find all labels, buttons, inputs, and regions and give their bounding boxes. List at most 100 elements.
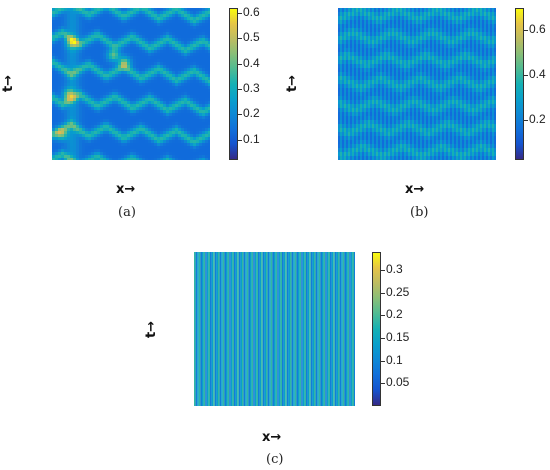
heatmap-a-cell bbox=[175, 41, 178, 44]
heatmap-a-cell bbox=[121, 92, 124, 95]
heatmap-a-cell bbox=[97, 107, 100, 110]
heatmap-a-cell bbox=[109, 110, 112, 113]
heatmap-a-cell bbox=[73, 8, 76, 11]
heatmap-b-cell bbox=[398, 56, 400, 60]
heatmap-b-cell bbox=[456, 20, 458, 24]
heatmap-a-cell bbox=[73, 146, 76, 149]
heatmap-b-cell bbox=[416, 8, 418, 12]
heatmap-a-cell bbox=[151, 35, 154, 38]
heatmap-a-cell bbox=[130, 44, 133, 47]
heatmap-a-cell bbox=[52, 149, 55, 152]
heatmap-a-cell bbox=[181, 107, 184, 110]
heatmap-b-cell bbox=[428, 120, 430, 124]
heatmap-b-cell bbox=[488, 76, 490, 80]
heatmap-a-cell bbox=[58, 128, 61, 131]
heatmap-a-cell bbox=[70, 44, 73, 47]
heatmap-a-cell bbox=[199, 20, 202, 23]
heatmap-b-cell bbox=[436, 116, 438, 120]
heatmap-a-cell bbox=[64, 41, 67, 44]
heatmap-b-cell bbox=[344, 24, 346, 28]
heatmap-b-cell bbox=[390, 12, 392, 16]
heatmap-a-cell bbox=[187, 119, 190, 122]
heatmap-a-cell bbox=[118, 74, 121, 77]
heatmap-b-cell bbox=[354, 60, 356, 64]
heatmap-a-cell bbox=[190, 158, 193, 160]
heatmap-a-cell bbox=[187, 59, 190, 62]
heatmap-a-cell bbox=[67, 140, 70, 143]
heatmap-a-cell bbox=[103, 86, 106, 89]
heatmap-b-cell bbox=[438, 8, 440, 12]
heatmap-b-cell bbox=[362, 16, 364, 20]
heatmap-b-cell bbox=[368, 104, 370, 108]
heatmap-b-cell bbox=[348, 76, 350, 80]
colorbar-a-tick-label: 0.2 bbox=[243, 106, 260, 121]
heatmap-b-cell bbox=[410, 92, 412, 96]
heatmap-a-cell bbox=[61, 32, 64, 35]
heatmap-b-cell bbox=[382, 92, 384, 96]
heatmap-b-cell bbox=[406, 72, 408, 76]
heatmap-b-cell bbox=[366, 56, 368, 60]
heatmap-b-cell bbox=[400, 20, 402, 24]
heatmap-a-cell bbox=[202, 38, 205, 41]
heatmap-b-cell bbox=[428, 56, 430, 60]
heatmap-b-cell bbox=[462, 108, 464, 112]
heatmap-b-cell bbox=[494, 36, 496, 40]
heatmap-a-cell bbox=[172, 26, 175, 29]
heatmap-a-cell bbox=[118, 71, 121, 74]
heatmap-a-cell bbox=[136, 62, 139, 65]
heatmap-a-cell bbox=[124, 86, 127, 89]
heatmap-a-cell bbox=[154, 83, 157, 86]
heatmap-a-cell bbox=[61, 62, 64, 65]
heatmap-b-cell bbox=[438, 88, 440, 92]
xlabel-a: x→ bbox=[116, 182, 136, 197]
heatmap-a-cell bbox=[148, 38, 151, 41]
heatmap-a-cell bbox=[103, 131, 106, 134]
heatmap-b-cell bbox=[474, 92, 476, 96]
heatmap-a-cell bbox=[205, 77, 208, 80]
heatmap-b-cell bbox=[422, 68, 424, 72]
heatmap-b-cell bbox=[348, 96, 350, 100]
heatmap-a-cell bbox=[52, 98, 55, 101]
heatmap-b-cell bbox=[424, 100, 426, 104]
heatmap-b-cell bbox=[386, 76, 388, 80]
heatmap-a-cell bbox=[115, 122, 118, 125]
heatmap-b-cell bbox=[428, 112, 430, 116]
heatmap-b-cell bbox=[410, 96, 412, 100]
heatmap-a-cell bbox=[64, 53, 67, 56]
heatmap-b-cell bbox=[464, 96, 466, 100]
heatmap-a-cell bbox=[160, 53, 163, 56]
heatmap-a-cell bbox=[70, 29, 73, 32]
heatmap-a-cell bbox=[82, 20, 85, 23]
heatmap-b-cell bbox=[368, 80, 370, 84]
heatmap-a-cell bbox=[151, 110, 154, 113]
heatmap-b-cell bbox=[338, 112, 340, 116]
heatmap-b-cell bbox=[350, 104, 352, 108]
heatmap-b-cell bbox=[450, 120, 452, 124]
heatmap-b-cell bbox=[420, 44, 422, 48]
heatmap-a-cell bbox=[85, 143, 88, 146]
heatmap-b-cell bbox=[486, 36, 488, 40]
heatmap-a-cell bbox=[145, 131, 148, 134]
heatmap-a-cell bbox=[154, 104, 157, 107]
heatmap-b-cell bbox=[454, 36, 456, 40]
heatmap-b-cell bbox=[446, 68, 448, 72]
heatmap-a-cell bbox=[202, 101, 205, 104]
heatmap-b-cell bbox=[370, 104, 372, 108]
heatmap-a-cell bbox=[85, 38, 88, 41]
heatmap-b-cell bbox=[456, 116, 458, 120]
heatmap-b-cell bbox=[406, 40, 408, 44]
heatmap-b-cell bbox=[406, 44, 408, 48]
heatmap-a-cell bbox=[130, 137, 133, 140]
heatmap-a-cell bbox=[100, 53, 103, 56]
heatmap-a-cell bbox=[205, 131, 208, 134]
heatmap-a-cell bbox=[136, 95, 139, 98]
heatmap-b-cell bbox=[358, 32, 360, 36]
heatmap-a-cell bbox=[157, 107, 160, 110]
heatmap-a-cell bbox=[115, 137, 118, 140]
heatmap-b-cell bbox=[402, 52, 404, 56]
heatmap-a-cell bbox=[148, 104, 151, 107]
heatmap-b-cell bbox=[400, 84, 402, 88]
heatmap-a-cell bbox=[79, 146, 82, 149]
heatmap-a-cell bbox=[133, 17, 136, 20]
heatmap-b-cell bbox=[398, 108, 400, 112]
